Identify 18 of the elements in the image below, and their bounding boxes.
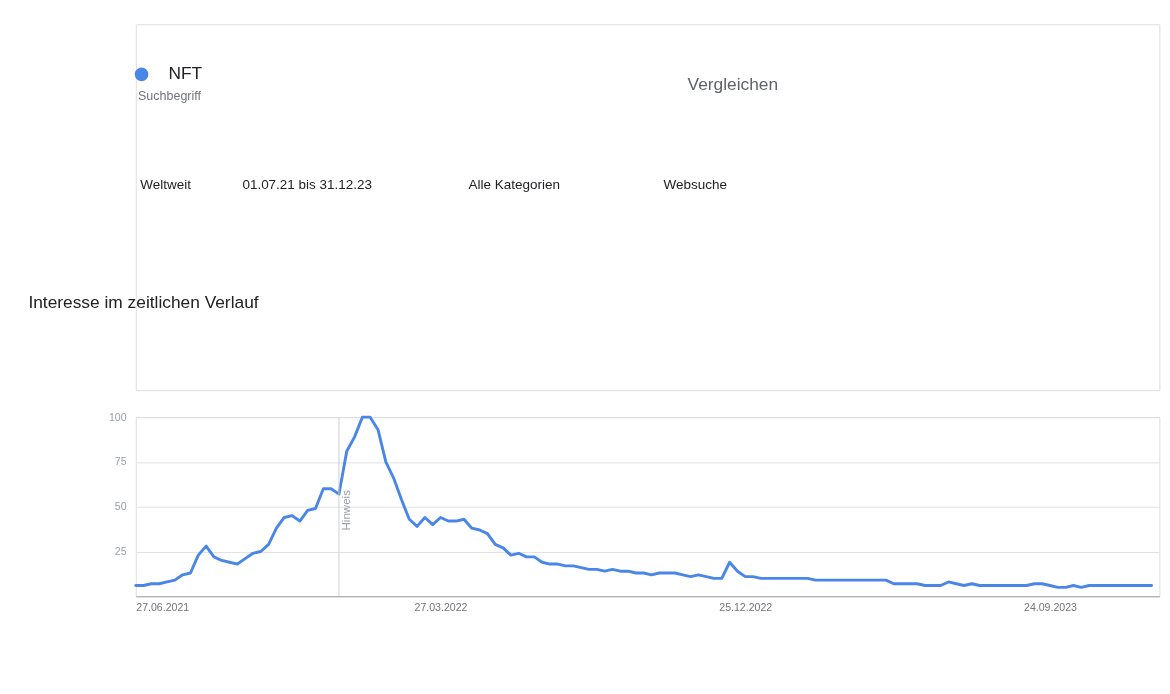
y-tick-label: 100 — [108, 410, 127, 423]
text: Websuche — [663, 176, 727, 192]
x-tick-label: 24.09.2023 — [1024, 601, 1078, 614]
x-tick-label: 27.06.2021 — [136, 601, 190, 614]
y-tick-label: 25 — [114, 544, 127, 557]
y-tick-label: 75 — [114, 455, 127, 468]
line-series — [134, 415, 1154, 589]
legend-label: NFT — [168, 63, 203, 84]
text: Alle Kategorien — [468, 176, 560, 192]
x-tick-label: 25.12.2022 — [719, 601, 773, 614]
text: Weltweit — [140, 176, 192, 192]
ref-line-label: Hinweis — [340, 489, 353, 531]
chart-title: Interesse im zeitlichen Verlauf — [28, 292, 259, 313]
text: Suchbegriff — [137, 89, 202, 104]
text: 01.07.21 bis 31.12.23 — [242, 176, 372, 192]
y-tick-label: 50 — [114, 500, 127, 513]
text: Vergleichen — [687, 73, 779, 94]
x-tick-label: 27.03.2022 — [414, 601, 468, 614]
